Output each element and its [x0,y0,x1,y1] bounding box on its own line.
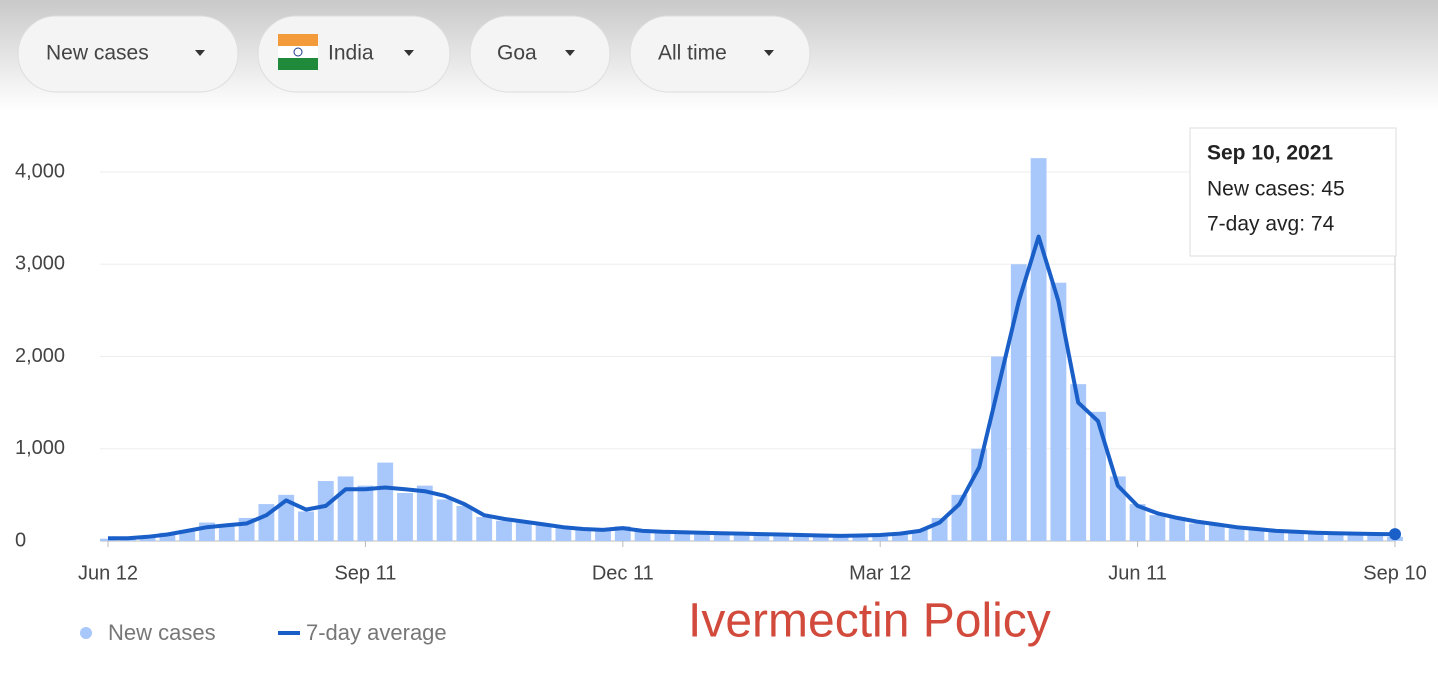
bar [1189,523,1205,541]
bar [179,529,196,541]
tooltip-line: New cases: 45 [1207,178,1345,201]
bar [694,533,710,541]
bar [1050,282,1067,541]
bar [1129,504,1146,541]
y-tick-label: 4,000 [15,160,65,182]
tooltip-line: 7-day avg: 74 [1207,213,1335,236]
bar [416,485,433,541]
bar [634,531,651,541]
toolbar: New cases India Goa All time [17,15,811,93]
bar [476,517,493,541]
bar [1307,533,1324,541]
bar [496,520,512,541]
dropdown-arrow [565,50,575,56]
bar [159,532,176,541]
bar [1248,529,1265,541]
hover-point [1389,528,1401,541]
tooltip: Sep 10, 2021 New cases: 45 7-day avg: 74 [1189,127,1397,257]
dropdown[interactable] [469,15,611,93]
dropdown-label: Goa [497,42,537,65]
dropdown[interactable] [17,15,239,93]
bar [1327,532,1344,541]
legend-swatch [80,627,92,639]
x-tick-label: Dec 11 [592,562,654,584]
bar [298,511,314,541]
bar [1268,531,1285,541]
bar [713,532,730,541]
line [108,234,1396,541]
bar [1228,528,1245,541]
bar [911,529,928,541]
bar [555,526,572,541]
bar [515,522,532,541]
x-tick-label: Jun 11 [1108,562,1167,584]
bar [1149,515,1166,541]
bar [1347,534,1364,541]
dropdown-label: All time [658,42,727,65]
plot: 0 1,000 2,000 3,000 4,000 Jun 12 Sep 11 Dec 11 M… [15,128,1427,645]
bar [337,476,354,541]
annotation: Ivermectin Policy [688,595,1051,648]
legend-label: New cases [108,620,216,645]
tooltip-box [1189,127,1397,257]
dropdown-label: New cases [46,42,149,65]
x-tick-label: Jun 12 [78,562,138,584]
bar [654,532,671,541]
bar [852,536,869,541]
dropdown-arrow [404,50,414,56]
x-tick-label: Sep 11 [334,562,396,584]
bar [456,505,473,541]
bar [733,534,750,541]
y-tick-label: 0 [15,529,26,551]
bar [1010,264,1027,541]
bar [1288,530,1304,541]
bar [1169,517,1186,541]
dropdown[interactable] [629,15,811,93]
bar [1030,158,1047,541]
bar [595,530,611,541]
bar [317,481,334,541]
bar [812,535,829,541]
bar [773,535,790,541]
dropdown-arrow [764,50,774,56]
bar [218,524,235,541]
y-tick-label: 1,000 [15,437,65,459]
bar [397,493,413,541]
bar [1208,525,1225,541]
bar [1070,384,1087,541]
x-tick-label: Mar 12 [849,562,911,584]
dropdown-label: India [328,42,374,65]
bar [1109,476,1126,541]
bar [436,499,453,541]
bar [1090,411,1106,541]
bar [753,533,770,541]
y-tick-label: 3,000 [15,253,65,275]
bar [872,534,889,541]
legend-label: 7-day average [306,620,447,645]
x-tick-label: Sep 10 [1363,562,1426,584]
bar [377,462,394,541]
bar [832,535,849,541]
tooltip-title: Sep 10, 2021 [1207,142,1333,165]
bar [892,532,908,541]
bar [1367,533,1384,541]
bar [793,534,809,541]
bar [535,525,552,541]
bar [357,485,374,541]
flag-icon [278,34,318,70]
bar [278,494,295,541]
bar [575,529,592,541]
dropdown-arrow [195,50,205,56]
bar [674,531,691,541]
y-tick-label: 2,000 [15,345,65,367]
